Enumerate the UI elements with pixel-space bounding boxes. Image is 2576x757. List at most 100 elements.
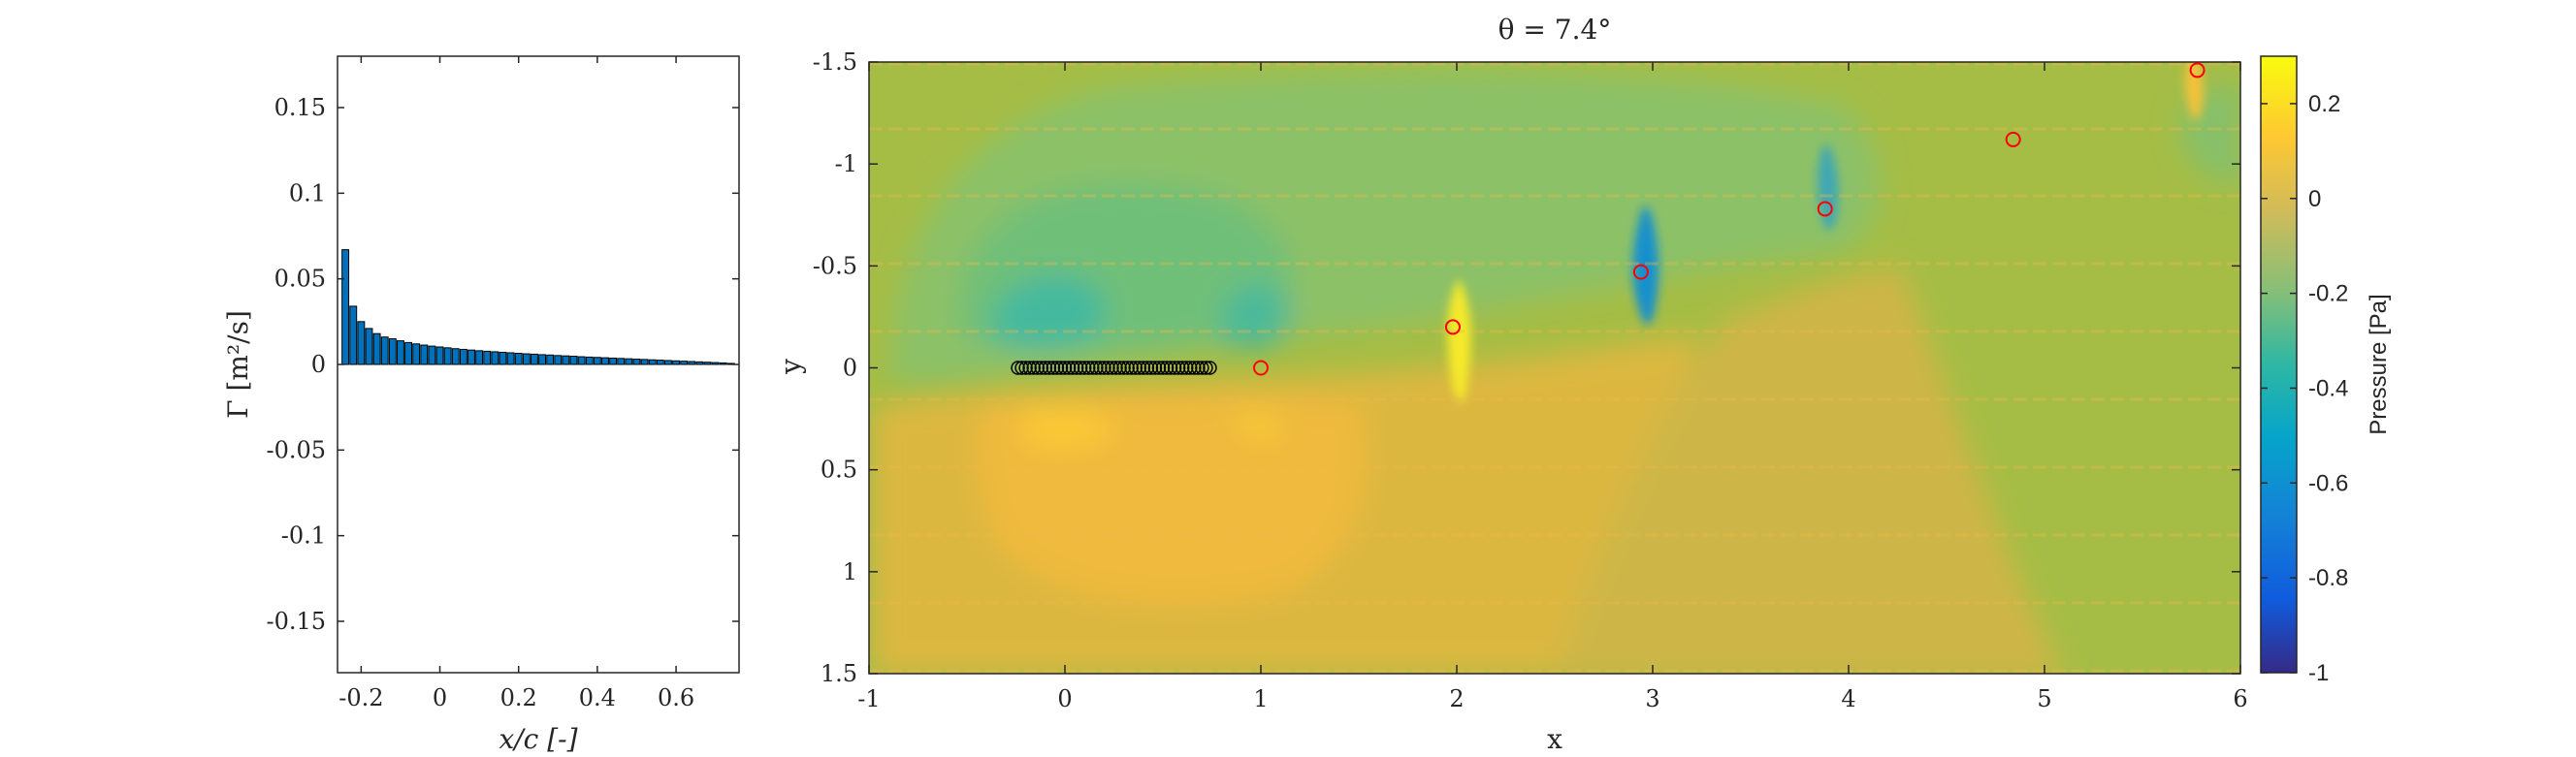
pressure-x-label: x bbox=[1547, 723, 1562, 755]
x-tick-label: 0.6 bbox=[658, 684, 694, 711]
wake-vortex-marker bbox=[2005, 131, 2021, 147]
x-tick-label: 0 bbox=[1057, 685, 1072, 712]
colorbar-tick-label: 0 bbox=[2308, 186, 2321, 212]
airfoil-panel-marker bbox=[1022, 361, 1037, 375]
airfoil-panel-marker bbox=[1014, 361, 1029, 375]
airfoil-panel-marker bbox=[1171, 361, 1186, 375]
airfoil-panel-marker bbox=[1155, 361, 1171, 375]
colorbar-gradient bbox=[2260, 55, 2298, 674]
x-tick-label: 0.4 bbox=[579, 684, 616, 711]
wake-vortex-marker bbox=[1253, 360, 1269, 376]
y-tick-label: -0.05 bbox=[266, 436, 326, 463]
airfoil-panel-marker bbox=[1061, 361, 1077, 375]
circulation-bar bbox=[609, 357, 618, 365]
circulation-bar bbox=[617, 358, 626, 365]
airfoil-panel-marker bbox=[1097, 361, 1111, 375]
circulation-y-label: Γ [m²/s] bbox=[222, 310, 254, 419]
airfoil-panel-marker bbox=[1030, 361, 1045, 375]
airfoil-panel-marker bbox=[1187, 361, 1202, 375]
pressure-x-ticks: -1 0 1 2 3 4 5 6 bbox=[857, 62, 2248, 712]
circulation-bar bbox=[663, 360, 672, 365]
pressure-y-label: y bbox=[775, 359, 807, 375]
colorbar-tick-label: -0.4 bbox=[2308, 375, 2348, 401]
airfoil-panel-marker bbox=[1167, 361, 1182, 375]
circulation-bar bbox=[451, 348, 460, 365]
circulation-bar bbox=[491, 351, 499, 365]
airfoil-panel-marker bbox=[1143, 361, 1159, 375]
circulation-bar bbox=[443, 347, 452, 365]
pressure-title: θ = 7.4° bbox=[1498, 14, 1612, 46]
x-tick-label: 0.2 bbox=[500, 684, 537, 711]
airfoil-panel-marker bbox=[1077, 361, 1092, 375]
airfoil-panel-marker bbox=[1178, 361, 1194, 375]
wake-vortices bbox=[1253, 62, 2206, 376]
circulation-bar bbox=[459, 348, 467, 365]
airfoil-panel-marker bbox=[1073, 361, 1088, 375]
airfoil-panel-marker bbox=[1151, 361, 1167, 375]
circulation-bar bbox=[672, 360, 681, 365]
colorbar-tick-label: 0.2 bbox=[2308, 91, 2340, 117]
colorbar-tick-label: -1 bbox=[2308, 660, 2329, 686]
y-tick-label: 1.5 bbox=[821, 660, 857, 687]
circulation-bar bbox=[412, 343, 421, 365]
y-tick-label: 0 bbox=[311, 351, 326, 378]
circulation-bar bbox=[569, 356, 578, 365]
circulation-bar bbox=[349, 305, 358, 365]
y-tick-label: -0.5 bbox=[813, 252, 857, 279]
wake-vortex-marker bbox=[1817, 201, 1833, 217]
airfoil-panel-marker bbox=[1203, 361, 1217, 375]
airfoil-panel-marker bbox=[1128, 361, 1143, 375]
streaklines bbox=[869, 62, 2240, 673]
circulation-bar bbox=[435, 346, 444, 365]
x-tick-label: 2 bbox=[1449, 685, 1464, 712]
circulation-bar bbox=[577, 356, 586, 365]
x-tick-label: 4 bbox=[1841, 685, 1855, 712]
circulation-bar bbox=[428, 345, 436, 365]
circulation-bar bbox=[530, 353, 538, 365]
airfoil-panel-marker bbox=[1159, 361, 1175, 375]
colorbar: 0.2 0 -0.2 -0.4 -0.6 -0.8 -1 Pressure [Pa] bbox=[2260, 55, 2392, 686]
circulation-bar bbox=[475, 350, 484, 365]
circulation-plot-area bbox=[337, 55, 740, 674]
airfoil-panel-marker bbox=[1011, 361, 1025, 375]
airfoil-panel-marker bbox=[1140, 361, 1155, 375]
airfoil-panel-marker bbox=[1101, 361, 1115, 375]
y-tick-label: 0.5 bbox=[821, 457, 857, 484]
y-tick-label: -1 bbox=[835, 150, 857, 177]
x-tick-label: 3 bbox=[1645, 685, 1659, 712]
circulation-bar bbox=[593, 357, 601, 365]
pressure-region bbox=[873, 267, 2064, 674]
circulation-x-label: x/c [-] bbox=[499, 723, 577, 755]
airfoil-panel-marker bbox=[1080, 361, 1096, 375]
circulation-bar bbox=[640, 359, 649, 365]
airfoil-panel-marker bbox=[1065, 361, 1080, 375]
circulation-bar bbox=[625, 358, 633, 365]
airfoil-panel-marker bbox=[1109, 361, 1123, 375]
airfoil-panel-marker bbox=[1049, 361, 1065, 375]
circulation-bar bbox=[546, 354, 555, 365]
circulation-bar bbox=[522, 353, 531, 365]
airfoil-panel-marker bbox=[1195, 361, 1209, 375]
circulation-chart: -0.2 0 0.2 0.4 0.6 -0.15 -0.1 -0.05 0 0.05 0.1 0.1… bbox=[222, 55, 740, 755]
circulation-bar bbox=[341, 249, 350, 365]
y-tick-label: 0.1 bbox=[289, 179, 326, 206]
circulation-bar bbox=[632, 359, 641, 365]
circulation-bar bbox=[656, 360, 664, 365]
airfoil-panel-marker bbox=[1018, 361, 1033, 375]
circulation-bar bbox=[648, 359, 657, 365]
airfoil-panel-marker bbox=[1183, 361, 1198, 375]
airfoil-panel-marker bbox=[1053, 361, 1069, 375]
wake-vortex-marker bbox=[1444, 319, 1461, 335]
x-tick-label: 6 bbox=[2233, 685, 2247, 712]
colorbar-label: Pressure [Pa] bbox=[2366, 294, 2392, 434]
airfoil-panel-marker bbox=[1069, 361, 1084, 375]
airfoil-panel-marker bbox=[1147, 361, 1163, 375]
circulation-bar bbox=[404, 341, 413, 365]
x-tick-label: 0 bbox=[433, 684, 447, 711]
circulation-bar bbox=[695, 361, 704, 365]
x-tick-label: -1 bbox=[857, 685, 880, 712]
airfoil-panels bbox=[1011, 361, 1217, 375]
x-tick-label: 1 bbox=[1253, 685, 1268, 712]
circulation-bar bbox=[396, 340, 404, 365]
